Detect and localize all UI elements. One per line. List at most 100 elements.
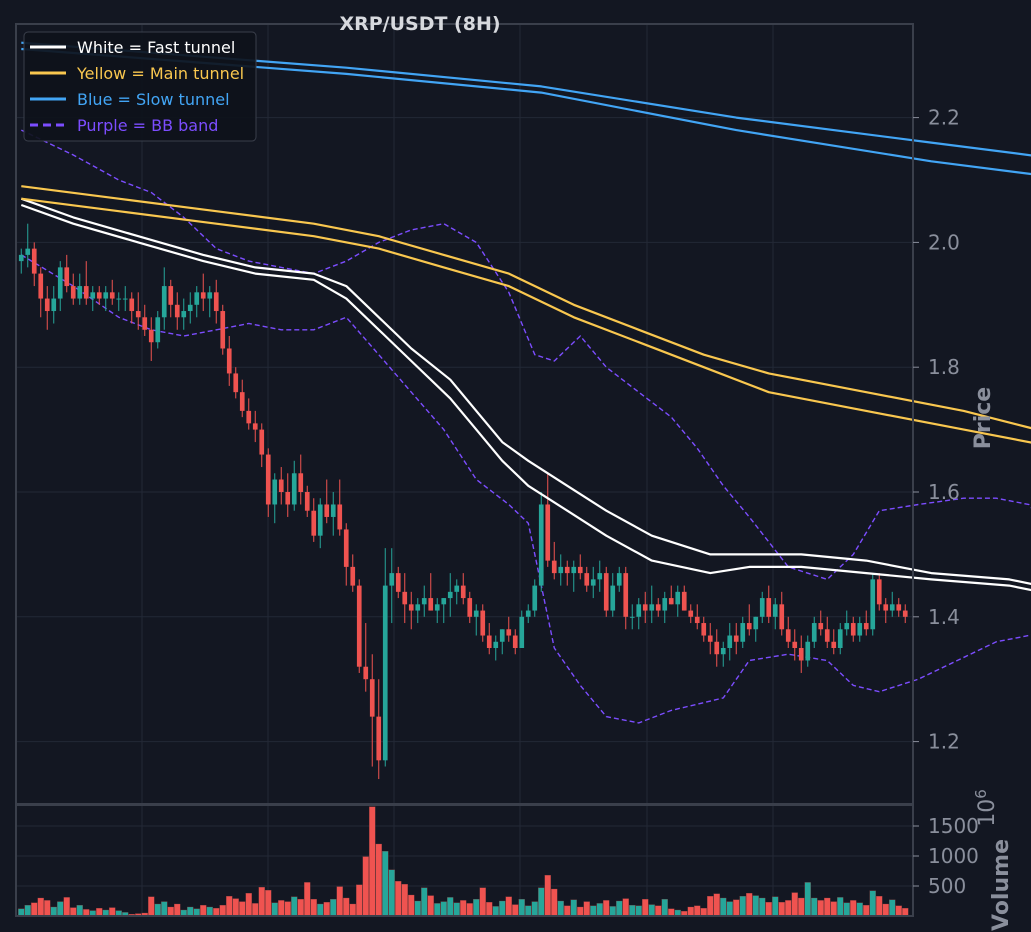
candle-body-68 [460,585,466,599]
volume-bar-65 [440,901,447,917]
volume-bar-95 [635,905,642,917]
volume-bar-126 [837,897,844,917]
legend-label-0: White = Fast tunnel [77,38,235,57]
candle-body-27 [194,292,200,305]
candle-body-33 [233,373,239,393]
candle-body-24 [174,304,180,318]
candle-body-74 [499,629,505,642]
volume-bar-73 [492,906,499,917]
fast-lower-tunnel-line [20,203,1031,592]
candle-body-23 [168,286,174,305]
volume-bar-35 [245,893,252,917]
candle-body-10 [83,286,89,299]
volume-bar-26 [187,906,194,917]
volume-bar-47 [323,902,330,917]
volume-bar-119 [791,892,798,917]
candle-body-107 [714,641,720,655]
volume-bar-62 [421,887,428,917]
candle-body-4 [44,298,50,312]
candle-body-60 [408,604,414,611]
volume-bar-12 [96,908,103,917]
volume-bar-104 [694,905,701,917]
candle-body-116 [772,604,778,617]
candle-body-73 [493,641,499,648]
candle-body-130 [863,623,869,630]
volume-bar-114 [759,897,766,917]
volume-bar-85 [570,899,577,917]
candle-body-53 [363,666,369,680]
candle-body-29 [207,292,213,299]
volume-bar-4 [44,900,51,917]
volume-bar-48 [330,899,337,917]
volume-bar-57 [388,869,395,917]
volume-bar-98 [655,905,662,917]
volume-bar-129 [856,902,863,917]
volume-bar-116 [772,896,779,917]
candle-body-100 [668,598,674,605]
candle-body-63 [428,598,434,611]
volume-bar-112 [746,893,753,917]
volume-bar-128 [850,900,857,917]
candle-body-43 [298,473,304,492]
candle-body-113 [753,616,759,630]
y-tick-label-5: 2.2 [928,106,960,130]
candle-body-105 [701,623,707,636]
volume-bar-20 [148,896,155,917]
legend-label-2: Blue = Slow tunnel [77,90,230,109]
candle-body-19 [142,317,148,330]
candle-body-64 [434,604,440,611]
candle-body-35 [246,410,252,424]
volume-bar-134 [889,899,896,917]
candle-body-39 [272,479,278,505]
volume-bar-80 [538,887,545,917]
candle-body-21 [155,317,161,343]
candle-body-82 [551,560,557,574]
volume-bar-87 [583,901,590,917]
candle-body-1 [25,248,31,255]
candle-body-92 [616,573,622,586]
volume-bar-64 [434,903,441,917]
candle-body-16 [122,298,128,300]
candle-body-120 [798,648,804,661]
candle-body-96 [642,604,648,611]
candle-body-13 [103,292,109,299]
candle-body-83 [558,566,564,574]
volume-bar-108 [720,897,727,917]
candle-body-86 [577,566,583,574]
candle-body-97 [649,604,655,611]
candle-body-123 [818,623,824,630]
volume-tick-label-2: 1500 [928,814,979,838]
candle-body-34 [239,392,245,411]
volume-bar-46 [317,903,324,917]
candle-body-62 [421,598,427,605]
volume-bar-117 [778,902,785,917]
volume-bar-72 [486,902,493,917]
volume-tick-label-0: 500 [928,874,966,898]
candle-body-98 [655,604,661,611]
candle-body-52 [356,585,362,667]
volume-bar-31 [219,905,226,917]
volume-bar-131 [869,890,876,917]
volume-bar-121 [804,882,811,917]
volume-bar-124 [824,897,831,917]
volume-bar-86 [577,906,584,917]
volume-bar-106 [707,896,714,917]
candle-body-7 [64,267,70,287]
volume-bar-100 [668,908,675,917]
candle-body-127 [844,623,850,630]
volume-bar-71 [479,887,486,917]
legend-box [23,31,257,142]
candle-body-71 [480,610,486,636]
volume-bar-44 [304,882,311,917]
volume-tick-label-1: 1000 [928,844,979,868]
volume-bar-91 [609,906,616,917]
candle-body-88 [590,579,596,586]
volume-bar-136 [902,908,909,917]
volume-bar-27 [193,908,200,917]
volume-bar-122 [811,897,818,917]
volume-bar-8 [70,907,77,917]
candle-body-91 [610,585,616,611]
candle-body-22 [161,286,167,318]
volume-bar-130 [863,905,870,917]
candle-body-56 [382,585,388,761]
